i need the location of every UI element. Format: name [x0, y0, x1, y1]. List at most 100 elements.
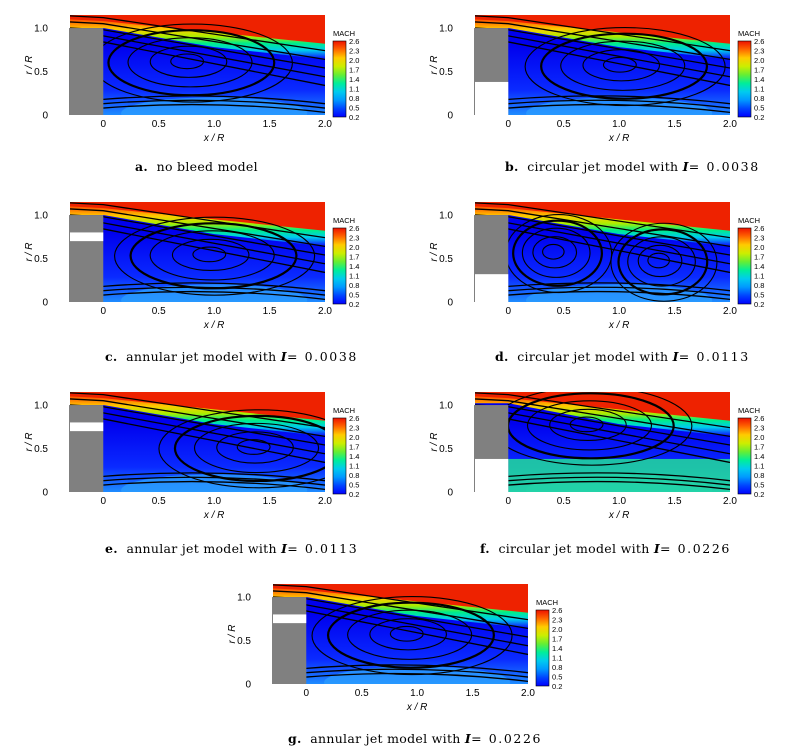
- outer-streamline: [475, 21, 730, 60]
- chart-g: 0 0.5 1.0 1.5 2.0 0 0.5 1.0 x / R r / R MACH2.62.3…: [227, 584, 562, 713]
- vortex-streamline: [617, 228, 709, 296]
- panel-b: 0 0.5 1.0 1.5 2.0 0 0.5 1.0 x / R r / R MACH 2.6 2.3…: [420, 3, 780, 181]
- x-tick-label: 0: [100, 496, 106, 507]
- outer-streamline: [70, 392, 325, 429]
- axis-streamline: [306, 672, 528, 683]
- caption-label: d.: [495, 349, 509, 364]
- x-axis-title: x / R: [203, 320, 225, 331]
- mach-field: [70, 15, 325, 115]
- vortex-streamline: [149, 45, 228, 78]
- y-tick-label: 0.5: [34, 444, 48, 455]
- x-tick-label: 1.0: [207, 306, 221, 317]
- y-tick-label: 0.5: [34, 67, 48, 78]
- colorbar-title: MACH: [738, 406, 760, 415]
- x-tick-label: 1.0: [410, 688, 424, 699]
- colorbar-level: 2.6: [349, 37, 359, 46]
- x-tick-label: 0: [505, 306, 511, 317]
- x-tick-label: 0.5: [355, 688, 369, 699]
- colorbar-level: 0.5: [349, 104, 359, 113]
- colorbar: [332, 417, 347, 495]
- y-axis-title: r / R: [24, 243, 35, 262]
- colorbar-level: 0.2: [754, 300, 764, 309]
- y-tick-label: 0.5: [237, 636, 251, 647]
- axis-streamline: [103, 95, 325, 105]
- outer-streamline: [273, 590, 528, 629]
- axis-streamline: [306, 668, 528, 678]
- x-axis-title: x / R: [608, 510, 630, 521]
- x-tick-label: 1.5: [668, 306, 682, 317]
- caption-i: I: [280, 349, 287, 364]
- vortex-streamline: [158, 409, 325, 489]
- body-block: [69, 405, 104, 492]
- vortex-streamline: [171, 238, 250, 272]
- colorbar-level: 1.4: [349, 75, 359, 84]
- colorbar-title: MACH: [333, 406, 355, 415]
- caption-a: a. no bleed model: [135, 159, 258, 174]
- x-tick-label: 0.5: [557, 119, 571, 130]
- axis-streamline: [103, 476, 325, 486]
- caption-f: f. circular jet model with I= 0.0226: [480, 541, 731, 556]
- vortex-streamline: [637, 244, 683, 278]
- vortex-streamline: [526, 400, 653, 451]
- colorbar: [737, 417, 752, 495]
- colorbar-title: MACH: [738, 29, 760, 38]
- colorbar-level: 0.5: [349, 291, 359, 300]
- colorbar-level: 0.2: [349, 113, 359, 122]
- caption-d: d. circular jet model with I= 0.0113: [495, 349, 750, 364]
- colorbar-level: 1.1: [754, 85, 764, 94]
- colorbar-level: 2.0: [754, 243, 764, 252]
- outer-streamline: [70, 21, 325, 60]
- vortex-streamline: [521, 227, 591, 278]
- colorbar-level: 1.4: [349, 262, 359, 271]
- axis-streamline: [508, 290, 730, 301]
- colorbar-level: 0.8: [552, 663, 562, 672]
- streamlines: [475, 202, 730, 302]
- outer-streamline: [70, 15, 325, 52]
- caption-b: b. circular jet model with I= 0.0038: [505, 159, 760, 174]
- body-block: [69, 215, 104, 302]
- y-tick-label: 1.0: [34, 211, 48, 222]
- colorbar-level: 1.7: [349, 66, 359, 75]
- vortex-streamline: [236, 439, 271, 455]
- vortex-streamline: [560, 40, 686, 91]
- colorbar-level: 2.3: [754, 47, 764, 56]
- y-tick-label: 0: [447, 111, 453, 122]
- x-tick-label: 0.5: [557, 306, 571, 317]
- panel-f: 0 0.5 1.0 1.5 2.0 0 0.5 1.0 x / R r / R MACH 2.6 2.3…: [420, 380, 780, 558]
- caption-label: g.: [288, 731, 302, 746]
- chart-a: 0 0.5 1.0 1.5 2.0 0 0.5 1.0 x / R r / R MACH2.62.3…: [24, 15, 359, 144]
- colorbar-level: 2.3: [754, 424, 764, 433]
- x-tick-label: 2.0: [723, 306, 737, 317]
- caption-i: I: [653, 541, 660, 556]
- caption-i-value: = 0.0113: [678, 349, 750, 364]
- colorbar-level: 0.8: [349, 94, 359, 103]
- x-tick-label: 0: [505, 496, 511, 507]
- body-block: [69, 28, 104, 115]
- y-tick-label: 0: [42, 298, 48, 309]
- axis-streamline: [103, 103, 325, 114]
- axis-streamline: [508, 480, 730, 491]
- vortex-streamline: [532, 236, 578, 269]
- x-tick-label: 2.0: [318, 119, 332, 130]
- y-tick-label: 0: [447, 488, 453, 499]
- colorbar-level: 2.6: [754, 414, 764, 423]
- colorbar-level: 1.7: [349, 443, 359, 452]
- colorbar-level: 0.5: [552, 673, 562, 682]
- y-tick-label: 1.0: [439, 24, 453, 35]
- caption-e: e. annular jet model with I= 0.0113: [105, 541, 358, 556]
- caption-text: circular jet model with: [517, 349, 673, 364]
- colorbar-level: 1.1: [552, 654, 562, 663]
- colorbar-level: 2.6: [754, 224, 764, 233]
- vortex-streamline: [512, 219, 603, 287]
- outer-streamline: [70, 202, 325, 239]
- x-tick-label: 1.5: [668, 496, 682, 507]
- caption-g: g. annular jet model with I= 0.0226: [288, 731, 542, 746]
- caption-text: annular jet model with: [310, 731, 465, 746]
- x-tick-label: 0: [303, 688, 309, 699]
- colorbar-level: 2.0: [754, 433, 764, 442]
- colorbar-level: 1.7: [754, 253, 764, 262]
- vortex-streamline: [549, 408, 627, 442]
- panel-g: 0 0.5 1.0 1.5 2.0 0 0.5 1.0 x / R r / R MACH 2.6 2.3…: [218, 572, 578, 750]
- vortex-streamline: [627, 236, 696, 287]
- y-tick-label: 1.0: [237, 593, 251, 604]
